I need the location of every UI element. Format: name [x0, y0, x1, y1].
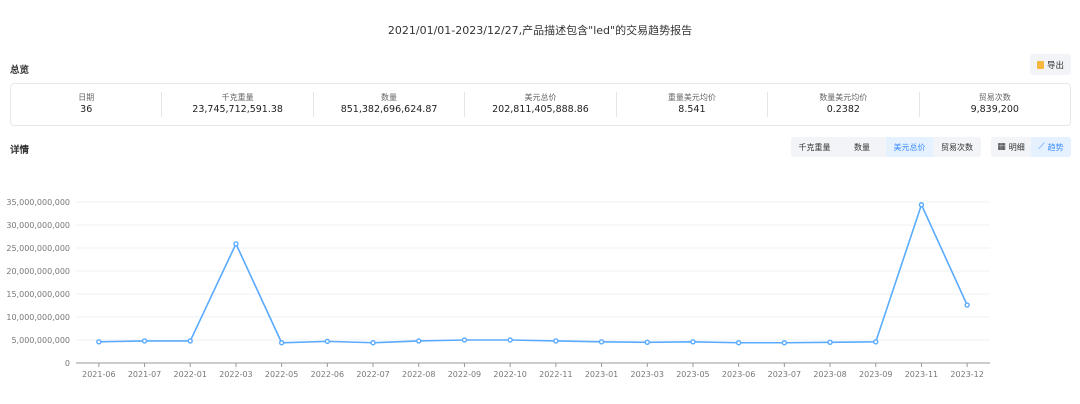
summary-value: 0.2382 [826, 104, 860, 115]
report-title: 2021/01/01-2023/12/27,产品描述包含"led"的交易趋势报告 [387, 24, 693, 37]
summary-value: 23,745,712,591.38 [192, 104, 283, 115]
x-tick-label: 2022-05 [265, 370, 298, 379]
x-tick-label: 2022-11 [539, 370, 572, 379]
x-tick-label: 2023-09 [859, 370, 892, 379]
metric-tab[interactable]: 千克重量 [798, 142, 831, 152]
summary-label: 数量 [381, 93, 398, 102]
data-point [553, 338, 559, 344]
y-tick-label: 0 [65, 359, 70, 368]
x-tick-label: 2023-07 [768, 370, 801, 379]
x-tick-label: 2022-10 [493, 370, 526, 379]
summary-item: 日期 36 [11, 92, 161, 117]
view-tab-label: 明细 [1008, 142, 1025, 152]
file-icon [1036, 60, 1044, 69]
data-point [507, 337, 513, 343]
detail-heading: 详情 [10, 145, 30, 156]
summary-item: 重量美元均价 8.541 [615, 92, 767, 117]
metric-tab[interactable]: 美元总价 [886, 137, 933, 157]
x-tick-label: 2022-06 [311, 370, 344, 379]
data-point [827, 339, 833, 345]
summary-label: 日期 [78, 93, 95, 102]
data-point [187, 338, 193, 344]
summary-value: 36 [80, 104, 93, 115]
y-tick-label: 30,000,000,000 [6, 221, 70, 230]
series-line [98, 202, 968, 344]
summary-label: 千克重量 [221, 93, 254, 102]
y-tick-label: 15,000,000,000 [6, 290, 70, 299]
data-point [781, 340, 788, 346]
y-tick-label: 20,000,000,000 [6, 267, 70, 276]
data-point [141, 338, 148, 344]
summary-value: 8.541 [678, 104, 706, 115]
summary-panel: 日期 36 千克重量 23,745,712,591.38 数量 851,382,696,6… [10, 83, 1071, 126]
x-tick-label: 2021-06 [82, 370, 115, 379]
x-tick-label: 2022-09 [448, 370, 481, 379]
summary-value: 851,382,696,624.87 [340, 104, 438, 115]
y-tick-label: 35,000,000,000 [6, 198, 70, 207]
metric-tab[interactable]: 数量 [854, 142, 870, 152]
summary-item: 美元总价 202,811,405,888.86 [464, 92, 615, 117]
summary-label: 数量美元均价 [819, 93, 868, 102]
summary-item: 数量美元均价 0.2382 [767, 92, 918, 117]
table-icon: ▦ [997, 142, 1006, 152]
x-tick-label: 2023-03 [631, 370, 664, 379]
x-tick-label: 2023-06 [722, 370, 755, 379]
summary-label: 美元总价 [524, 93, 557, 102]
data-point [416, 338, 422, 344]
y-tick-label: 5,000,000,000 [11, 336, 70, 345]
y-tick-label: 25,000,000,000 [6, 244, 70, 253]
data-point [690, 339, 696, 345]
data-point [735, 340, 742, 346]
x-tick-label: 2023-05 [676, 370, 709, 379]
summary-value: 202,811,405,888.86 [492, 104, 589, 115]
line-chart-icon: ⟋ [1038, 142, 1045, 152]
data-point [964, 302, 970, 308]
data-point [873, 339, 879, 345]
x-tick-label: 2022-03 [219, 370, 252, 379]
view-tab-label: 趋势 [1047, 142, 1064, 152]
x-tick-label: 2023-08 [813, 370, 846, 379]
view-tabs: ▦ 明细 ⟋ 趋势 [991, 137, 1071, 157]
data-point [461, 337, 468, 343]
x-tick-label: 2022-07 [356, 370, 389, 379]
summary-item: 贸易次数 9,839,200 [918, 92, 1070, 117]
view-tab[interactable]: ▦ 明细 [991, 137, 1031, 157]
data-point [278, 340, 285, 346]
summary-item: 数量 851,382,696,624.87 [312, 92, 464, 117]
view-tab[interactable]: ⟋ 趋势 [1031, 137, 1071, 157]
data-point [96, 339, 102, 345]
x-tick-label: 2023-01 [585, 370, 618, 379]
data-point [233, 241, 239, 247]
x-tick-label: 2023-11 [905, 370, 938, 379]
export-label: 导出 [1046, 60, 1064, 71]
overview-heading: 总览 [10, 65, 30, 76]
summary-label: 重量美元均价 [667, 93, 716, 102]
y-tick-label: 10,000,000,000 [6, 313, 70, 322]
x-tick-label: 2022-08 [402, 370, 435, 379]
data-point [370, 340, 376, 346]
data-point [644, 339, 650, 345]
summary-value: 9,839,200 [970, 104, 1019, 115]
summary-item: 千克重量 23,745,712,591.38 [161, 92, 312, 117]
data-point [598, 339, 605, 345]
x-tick-label: 2021-07 [128, 370, 161, 379]
export-button[interactable]: 导出 [1030, 54, 1071, 75]
metric-tabs: 千克重量 数量 美元总价 贸易次数 [791, 137, 981, 157]
x-tick-label: 2023-12 [950, 370, 983, 379]
data-point [918, 202, 925, 208]
metric-tab[interactable]: 贸易次数 [941, 142, 973, 152]
summary-label: 贸易次数 [978, 93, 1011, 102]
x-tick-label: 2022-01 [174, 370, 207, 379]
data-point [324, 338, 331, 345]
